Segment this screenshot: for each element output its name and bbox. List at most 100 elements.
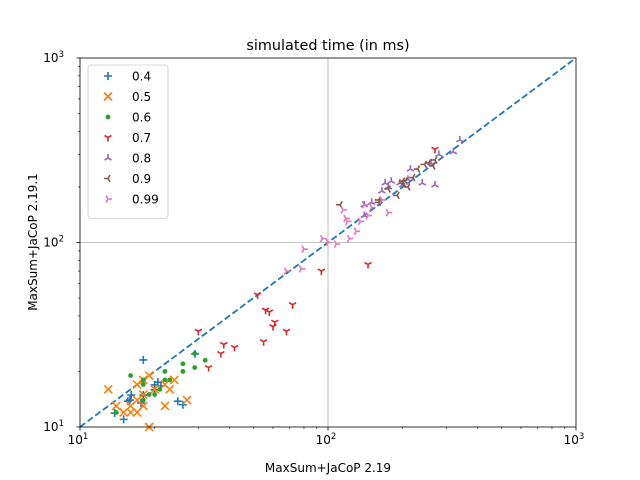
legend-marker-icon bbox=[103, 91, 113, 102]
series-0.9 bbox=[336, 156, 438, 209]
legend-label: 0.9 bbox=[132, 172, 151, 186]
data-point bbox=[387, 177, 396, 184]
data-point bbox=[140, 382, 146, 387]
data-point bbox=[298, 264, 306, 273]
data-point bbox=[138, 389, 148, 400]
data-point bbox=[413, 165, 421, 173]
data-point bbox=[162, 377, 168, 383]
legend-marker-icon bbox=[104, 174, 111, 183]
data-point bbox=[150, 384, 160, 394]
data-point bbox=[398, 177, 406, 186]
data-point bbox=[138, 401, 148, 411]
data-points bbox=[103, 135, 464, 432]
data-point bbox=[144, 371, 154, 381]
data-point bbox=[146, 392, 152, 397]
data-point bbox=[384, 185, 391, 193]
data-point bbox=[127, 391, 136, 400]
data-point bbox=[353, 227, 361, 236]
data-point bbox=[162, 369, 168, 374]
data-point bbox=[325, 238, 332, 247]
x-tick-label: 101 bbox=[68, 432, 89, 447]
legend-marker-icon bbox=[104, 134, 112, 142]
x-tick-exponent: 2 bbox=[331, 432, 336, 442]
data-point bbox=[217, 350, 225, 358]
data-point bbox=[301, 245, 308, 254]
data-point bbox=[119, 415, 128, 424]
data-point bbox=[418, 179, 427, 186]
data-point bbox=[103, 384, 113, 394]
data-point bbox=[393, 191, 400, 200]
data-point bbox=[403, 183, 411, 191]
data-point bbox=[283, 267, 291, 275]
y-tick-exponent: 3 bbox=[59, 50, 64, 60]
x-tick-exponent: 3 bbox=[579, 432, 584, 442]
legend-label: 0.6 bbox=[132, 111, 151, 125]
data-point bbox=[157, 386, 163, 392]
legend-marker-icon bbox=[104, 154, 112, 161]
data-point bbox=[178, 400, 187, 409]
chart-title: simulated time (in ms) bbox=[246, 38, 409, 54]
legend-label: 0.7 bbox=[132, 131, 151, 145]
data-point bbox=[202, 357, 208, 363]
y-tick-label: 103 bbox=[43, 50, 64, 65]
data-point bbox=[435, 150, 443, 158]
data-point bbox=[385, 208, 393, 217]
data-point bbox=[140, 377, 146, 383]
data-point bbox=[253, 292, 262, 299]
x-axis-label: MaxSum+JaCoP 2.19 bbox=[265, 461, 391, 475]
data-point bbox=[165, 384, 175, 394]
legend-marker-icon bbox=[105, 195, 112, 203]
data-point bbox=[357, 217, 365, 226]
data-point bbox=[180, 361, 186, 367]
data-point bbox=[140, 397, 146, 403]
data-point bbox=[119, 407, 129, 417]
data-point bbox=[282, 328, 291, 336]
series-0.99 bbox=[283, 196, 393, 275]
legend-label: 0.4 bbox=[132, 70, 151, 84]
data-point bbox=[126, 407, 136, 417]
data-point bbox=[367, 198, 376, 206]
data-point bbox=[340, 206, 348, 214]
data-point bbox=[379, 196, 386, 204]
x-tick-label: 103 bbox=[564, 432, 585, 447]
legend-label: 0.99 bbox=[132, 193, 159, 207]
data-point bbox=[167, 377, 173, 383]
data-point bbox=[230, 344, 239, 352]
data-point bbox=[169, 375, 179, 385]
y-axis-label: MaxSum+JaCoP 2.19.1 bbox=[26, 173, 40, 311]
data-point bbox=[431, 180, 439, 188]
data-point bbox=[270, 319, 279, 327]
x-tick-label: 102 bbox=[316, 432, 337, 447]
data-point bbox=[364, 261, 372, 269]
y-tick-exponent: 1 bbox=[59, 419, 64, 429]
data-point bbox=[139, 355, 148, 364]
x-tick-exponent: 1 bbox=[83, 432, 88, 442]
data-point bbox=[420, 160, 428, 169]
data-point bbox=[180, 369, 186, 374]
series-0.8 bbox=[360, 135, 464, 219]
y-tick-label: 101 bbox=[43, 419, 64, 434]
data-point bbox=[128, 373, 134, 378]
legend-marker-icon bbox=[105, 114, 111, 120]
data-point bbox=[132, 379, 142, 390]
data-point bbox=[378, 187, 386, 194]
data-point bbox=[333, 240, 341, 248]
data-point bbox=[113, 409, 119, 415]
data-point bbox=[182, 395, 192, 405]
data-point bbox=[265, 309, 274, 317]
data-point bbox=[111, 401, 121, 411]
data-point bbox=[430, 156, 438, 164]
data-point bbox=[344, 217, 352, 226]
data-point bbox=[431, 146, 439, 154]
data-point bbox=[317, 268, 326, 276]
y-tick-exponent: 2 bbox=[59, 235, 64, 245]
legend-label: 0.5 bbox=[132, 90, 151, 104]
data-point bbox=[365, 211, 373, 220]
data-point bbox=[319, 234, 327, 243]
series-0.7 bbox=[194, 146, 439, 372]
data-point bbox=[194, 328, 203, 336]
data-point bbox=[361, 200, 369, 209]
data-point bbox=[259, 338, 268, 346]
data-point bbox=[160, 401, 170, 411]
